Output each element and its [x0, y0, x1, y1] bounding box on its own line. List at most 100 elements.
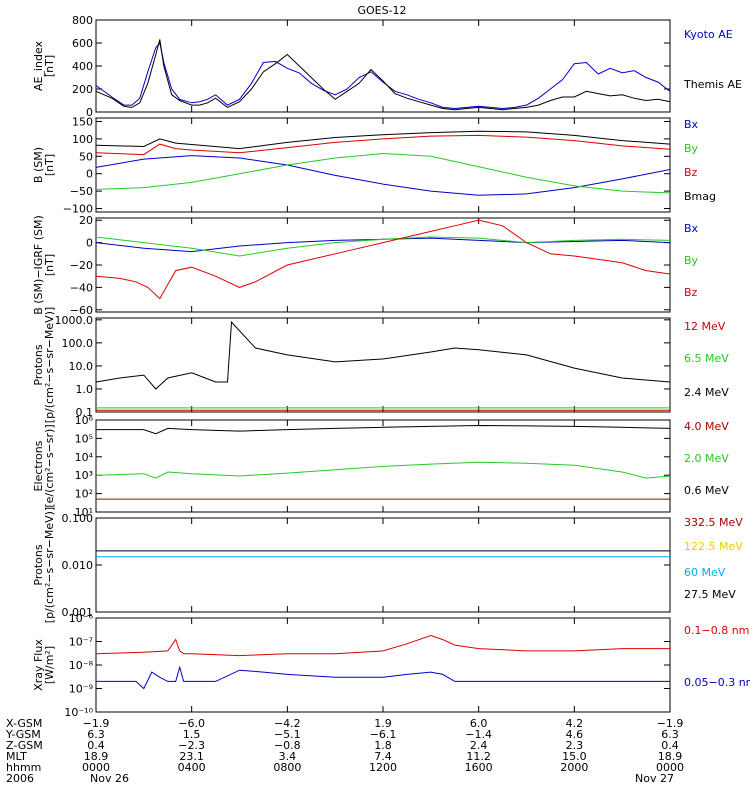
- orbit-row-value: 15.0: [562, 750, 587, 763]
- orbit-row-value: 0.4: [661, 739, 679, 752]
- legend-label: 2.4 MeV: [684, 386, 729, 399]
- y-tick-label: 100: [72, 133, 93, 146]
- y-tick-label: 0.001: [62, 606, 94, 619]
- y-tick-label: 0: [86, 237, 93, 250]
- orbit-row-value: −1.9: [657, 717, 684, 730]
- y-tick-label: 0.100: [62, 512, 94, 525]
- orbit-row-value: 0.4: [87, 739, 105, 752]
- orbit-row-value: −0.8: [274, 739, 301, 752]
- orbit-row-value: 18.9: [658, 750, 683, 763]
- y-axis-label: [nT]: [43, 55, 56, 77]
- series-line: [95, 219, 671, 300]
- y-tick-label: −50: [70, 185, 93, 198]
- legend-label: By: [684, 142, 699, 155]
- legend-label: 0.05−0.3 nm: [684, 676, 750, 689]
- y-tick-label: 1.0: [76, 383, 94, 396]
- orbit-row-value: 2.3: [566, 739, 584, 752]
- orbit-row-value: 4.2: [566, 717, 584, 730]
- orbit-row-value: 0400: [178, 761, 206, 774]
- orbit-row-value: 1200: [369, 761, 397, 774]
- orbit-row-value: 6.0: [470, 717, 488, 730]
- orbit-row-value: −6.0: [178, 717, 205, 730]
- y-tick-label: 150: [72, 115, 93, 128]
- y-tick-label: 0.1: [76, 406, 94, 419]
- orbit-row-label: Y-GSM: [5, 728, 41, 741]
- orbit-row-value: 1.5: [183, 728, 201, 741]
- orbit-row-value: −1.4: [465, 728, 492, 741]
- y-tick-label: 800: [72, 14, 93, 27]
- legend-label: Bz: [684, 286, 698, 299]
- y-tick-label: 20: [79, 214, 93, 227]
- legend-label: 122.5 MeV: [684, 540, 743, 553]
- y-tick-label: 0: [86, 168, 93, 181]
- y-axis-label: Electrons: [32, 440, 45, 491]
- orbit-row-value: 4.6: [566, 728, 584, 741]
- y-tick-label: 50: [79, 150, 93, 163]
- y-tick-label: 10⁻⁹: [69, 683, 93, 696]
- orbit-row-value: −4.2: [274, 717, 301, 730]
- orbit-row-label: Z-GSM: [6, 739, 43, 752]
- panel-frame: [95, 517, 671, 613]
- y-axis-label: AE_index: [32, 40, 45, 91]
- panel-frame: [95, 117, 671, 213]
- panel-frame: [95, 217, 671, 313]
- legend-label: 332.5 MeV: [684, 516, 743, 529]
- y-axis-label: [nT]: [43, 254, 56, 276]
- y-axis-label: [e/(cm²−s−sr)]: [43, 424, 56, 507]
- y-tick-label: 10¹: [75, 506, 93, 519]
- y-axis-label: B (SM): [32, 147, 45, 183]
- orbit-row-value: 1600: [465, 761, 493, 774]
- orbit-row-value: 18.9: [84, 750, 109, 763]
- series-line: [95, 134, 671, 156]
- y-tick-label: 10⁻¹⁰: [64, 706, 93, 719]
- series-line: [95, 41, 671, 110]
- y-tick-label: 10⁻⁶: [69, 612, 94, 625]
- y-tick-label: 10⁻⁸: [69, 659, 94, 672]
- legend-label: 0.6 MeV: [684, 484, 729, 497]
- y-tick-label: 10³: [75, 469, 93, 482]
- legend-label: 0.1−0.8 nm: [684, 624, 749, 637]
- panel-frame: [95, 617, 671, 713]
- y-tick-label: 1000.0: [55, 314, 94, 327]
- y-axis-label: [p/(cm²−s−sr−MeV)]: [43, 307, 56, 423]
- orbit-row-value: 6.3: [87, 728, 105, 741]
- series-line: [95, 152, 671, 194]
- legend-label: 12 MeV: [684, 320, 726, 333]
- y-tick-label: −60: [70, 304, 93, 317]
- legend-label: 6.5 MeV: [684, 352, 729, 365]
- y-tick-label: −40: [70, 281, 93, 294]
- legend-label: 2.0 MeV: [684, 452, 729, 465]
- legend-label: 4.0 MeV: [684, 420, 729, 433]
- y-tick-label: 200: [72, 83, 93, 96]
- orbit-row-value: Nov 27: [635, 772, 674, 785]
- y-tick-label: −20: [70, 259, 93, 272]
- y-tick-label: 400: [72, 60, 93, 73]
- legend-label: Kyoto AE: [684, 28, 733, 41]
- orbit-row-value: −2.3: [178, 739, 205, 752]
- series-line: [96, 665, 670, 690]
- legend-label: Bx: [684, 222, 699, 235]
- legend-label: Bx: [684, 118, 699, 131]
- y-tick-label: 10⁴: [75, 451, 94, 464]
- y-tick-label: 10⁶: [75, 414, 94, 427]
- y-tick-label: 0.010: [62, 559, 94, 572]
- orbit-row-value: 11.2: [466, 750, 491, 763]
- legend-label: Bmag: [684, 190, 716, 203]
- orbit-row-value: 23.1: [179, 750, 204, 763]
- orbit-row-value: 1.8: [374, 739, 392, 752]
- y-tick-label: −100: [63, 203, 93, 216]
- chart-title: GOES-12: [357, 4, 406, 17]
- series-line: [95, 130, 671, 150]
- legend-label: By: [684, 254, 699, 267]
- orbit-row-value: 1.9: [374, 717, 392, 730]
- orbit-row-value: 6.3: [661, 728, 679, 741]
- series-line: [95, 461, 671, 479]
- y-tick-label: 0: [86, 106, 93, 119]
- panel-frame: [95, 19, 671, 113]
- legend-label: 27.5 MeV: [684, 588, 736, 601]
- orbit-row-value: 3.4: [279, 750, 297, 763]
- orbit-row-value: −6.1: [370, 728, 397, 741]
- y-tick-label: 10²: [75, 488, 93, 501]
